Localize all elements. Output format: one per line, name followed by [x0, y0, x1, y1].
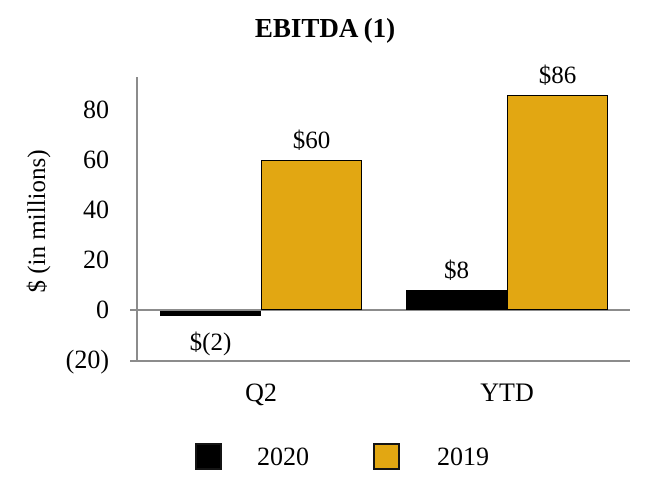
zero-gridline: [130, 309, 630, 311]
y-tick-20: 20: [83, 245, 109, 274]
legend-label-2019: 2019: [437, 442, 489, 471]
y-tick--20: (20): [65, 345, 109, 374]
x-axis-bottom-line: [130, 360, 630, 362]
legend-swatch-2019: [373, 443, 400, 470]
y-tick-80: 80: [83, 95, 109, 124]
chart-title: EBITDA (1): [254, 13, 396, 43]
legend-label-2020: 2020: [257, 442, 309, 471]
bar-2020-ytd: [406, 290, 507, 310]
y-tick-0: 0: [96, 295, 109, 324]
value-label-2019-q2: $60: [292, 127, 331, 154]
y-tick-60: 60: [83, 145, 109, 174]
category-label-q2: Q2: [245, 378, 277, 407]
bar-2019-ytd: [507, 95, 608, 310]
category-label-ytd: YTD: [480, 378, 534, 407]
y-axis-line: [136, 77, 138, 362]
value-label-2020-ytd: $8: [444, 257, 469, 284]
y-tick-40: 40: [83, 195, 109, 224]
legend-swatch-2020: [195, 443, 222, 470]
bar-2020-q2: [160, 311, 261, 316]
bar-2019-q2: [261, 160, 362, 310]
value-label-2019-ytd: $86: [538, 62, 577, 89]
value-label-2020-q2: $(2): [189, 329, 232, 356]
